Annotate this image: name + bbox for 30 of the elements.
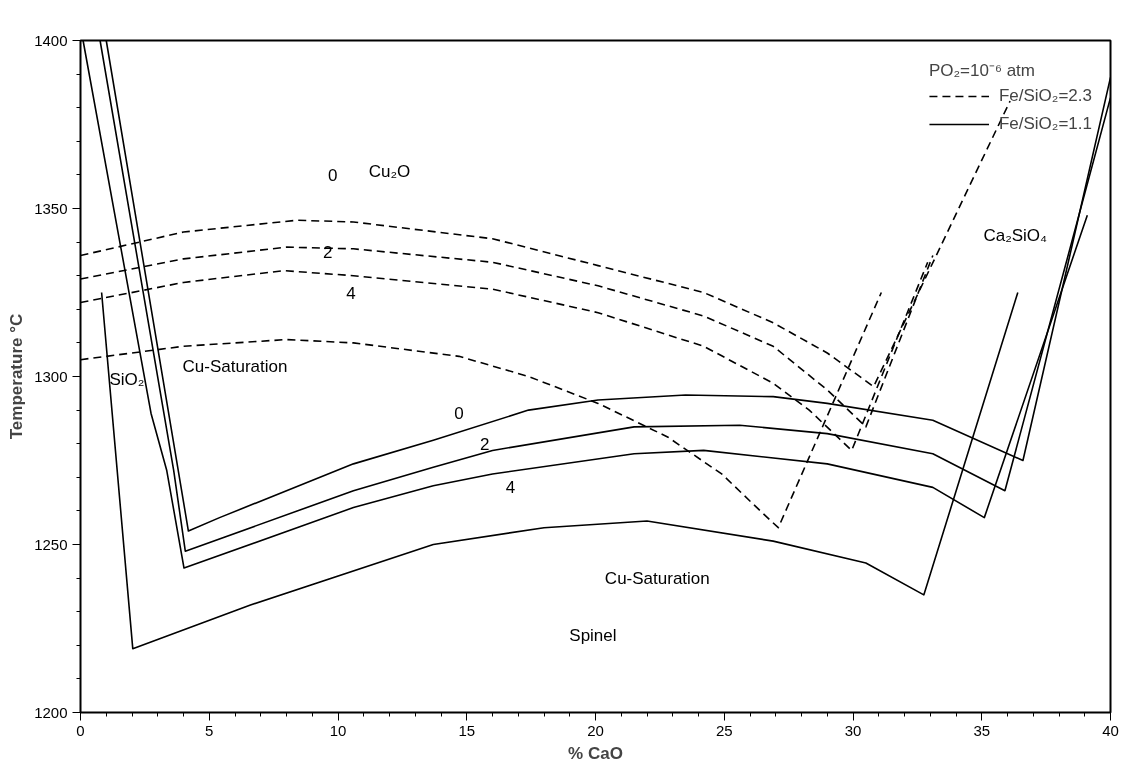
- x-axis-title: % CaO: [568, 743, 623, 763]
- y-axis-title: Temperature °C: [7, 313, 27, 440]
- x-tick-label: 35: [973, 721, 991, 739]
- x-tick-label: 40: [1102, 721, 1119, 739]
- x-tick-label: 20: [587, 721, 604, 739]
- annotation: SiO₂: [109, 370, 145, 390]
- annotation: 4: [505, 478, 516, 498]
- y-tick-label: 1350: [34, 199, 68, 217]
- y-tick-label: 1300: [34, 367, 68, 385]
- legend-title: PO₂=10⁻⁶ atm: [928, 60, 1036, 81]
- y-tick-label: 1250: [34, 535, 68, 553]
- annotation: Cu-Saturation: [604, 568, 710, 588]
- x-tick-label: 0: [76, 721, 85, 739]
- annotation: Ca₂SiO₄: [983, 225, 1048, 245]
- legend-label: Fe/SiO₂=2.3: [998, 86, 1092, 106]
- x-tick-label: 25: [715, 721, 733, 739]
- annotation: 0: [454, 404, 464, 424]
- annotation: Cu₂O: [368, 162, 411, 182]
- y-tick-label: 1200: [34, 703, 68, 721]
- annotation: 4: [346, 283, 356, 303]
- x-tick-label: 30: [844, 721, 862, 739]
- x-tick-label: 10: [329, 721, 347, 739]
- annotation: 2: [480, 434, 490, 454]
- legend-label: Fe/SiO₂=1.1: [998, 114, 1092, 134]
- annotation: Spinel: [569, 625, 617, 645]
- annotation: Cu-Saturation: [182, 356, 288, 376]
- x-tick-label: 5: [205, 721, 214, 739]
- x-tick-label: 15: [458, 721, 476, 739]
- y-tick-label: 1400: [34, 31, 68, 49]
- annotation: 0: [328, 165, 338, 185]
